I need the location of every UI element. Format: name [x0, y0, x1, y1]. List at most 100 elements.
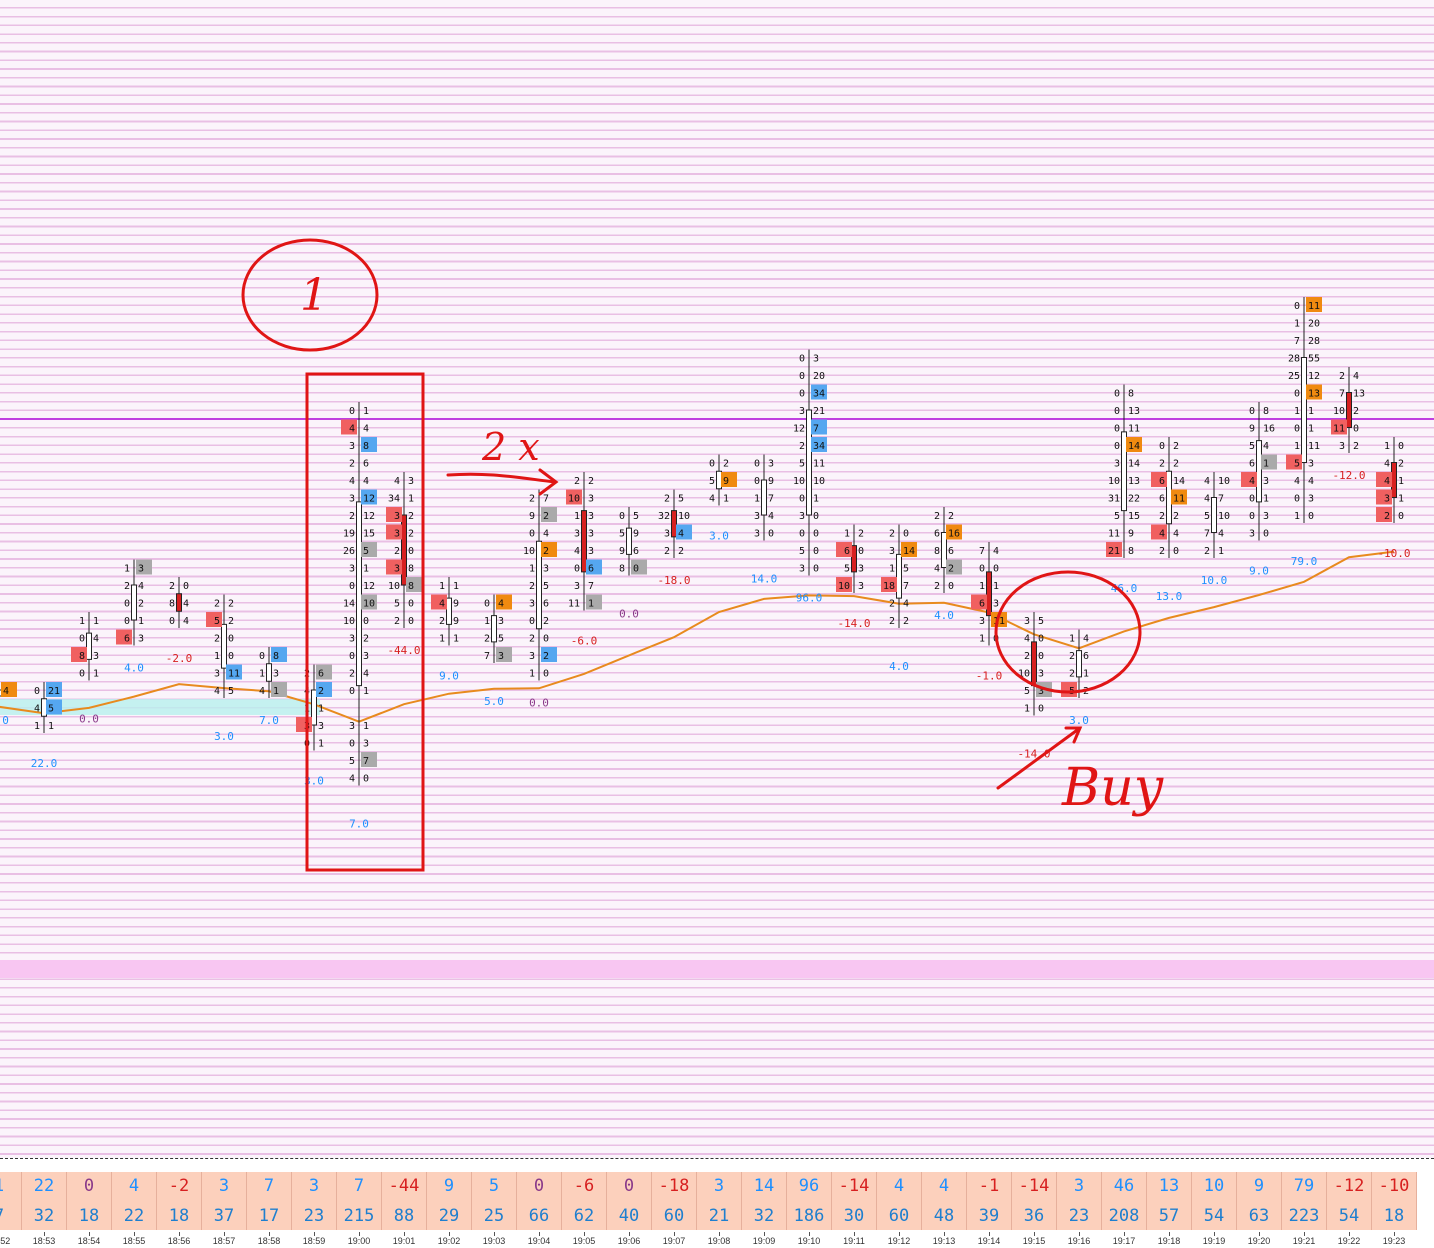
candle-body	[311, 689, 317, 726]
footprint-ask-value: 4	[363, 476, 369, 487]
footer-volume-value: 223	[1288, 1206, 1320, 1226]
time-axis-label: 19:21	[1292, 1236, 1316, 1246]
footprint-bid-value: 4	[1159, 529, 1165, 540]
time-axis-tick	[314, 1232, 315, 1236]
footprint-ask-value: 4	[1353, 371, 1359, 382]
footprint-ask-value: 3	[318, 721, 324, 732]
footer-volume-value: 66	[528, 1206, 550, 1226]
delta-label: -10.0	[1377, 547, 1410, 560]
footprint-ask-value: 0	[1398, 511, 1404, 522]
delta-label: 3.0	[304, 775, 324, 788]
footprint-ask-value: 0	[363, 774, 369, 785]
footprint-cell-highlight	[901, 542, 917, 557]
footprint-ask-value: 12	[363, 511, 375, 522]
footer-delta-value: 3	[308, 1176, 320, 1196]
annotation-buy-arrow	[996, 726, 1083, 790]
footprint-cell-highlight	[811, 419, 827, 435]
footprint-ask-value: 5	[363, 546, 369, 557]
time-axis-tick	[1169, 1232, 1170, 1236]
footer-delta-value: 46	[1113, 1176, 1135, 1196]
footprint-ask-value: 7	[543, 494, 549, 505]
footprint-bid-value: 8	[169, 599, 175, 610]
footprint-ask-value: 2	[228, 599, 234, 610]
time-axis-tick	[809, 1232, 810, 1236]
footprint-ask-value: 3	[498, 651, 504, 662]
footer-delta-value: -2	[168, 1176, 190, 1196]
footer-cell	[112, 1172, 157, 1230]
footprint-ask-value: 1	[408, 494, 414, 505]
footprint-bid-value: 4	[1204, 476, 1210, 487]
footprint-bid-value: 4	[34, 704, 40, 715]
footprint-ask-value: 15	[1128, 511, 1140, 522]
footprint-bid-value: 3	[799, 564, 805, 575]
candle-body	[536, 540, 542, 630]
footprint-ask-value: 1	[453, 581, 459, 592]
footprint-ask-value: 5	[498, 634, 504, 645]
footer-delta-value: 4	[938, 1176, 950, 1196]
footprint-bid-value: 7	[1339, 389, 1345, 400]
footprint-bid-value: 10	[568, 494, 580, 505]
time-axis-label: 19:12	[887, 1236, 911, 1246]
footprint-bid-value: 4	[394, 476, 400, 487]
delta-label: 0.0	[619, 608, 639, 621]
footprint-bid-value: 2	[1024, 651, 1030, 662]
time-axis-label: 19:16	[1067, 1236, 1091, 1246]
footprint-ask-value: 13	[1353, 389, 1365, 400]
footprint-bid-value: 3	[1384, 494, 1390, 505]
footprint-bid-value: 2	[574, 476, 580, 487]
delta-label: 22.0	[31, 757, 58, 770]
footprint-ask-value: 2	[723, 459, 729, 470]
footprint-cell-highlight	[541, 647, 557, 662]
footer-cell	[1282, 1172, 1327, 1230]
footprint-bid-value: 5	[349, 756, 355, 767]
footprint-bid-value: 3	[979, 616, 985, 627]
footprint-ask-value: 0	[363, 616, 369, 627]
candle: 4 104 75 107 42 1	[1204, 472, 1230, 558]
footprint-ask-value: 0	[1038, 704, 1044, 715]
footprint-bid-value: 1	[754, 494, 760, 505]
footer-volume-value: 208	[1108, 1206, 1140, 1226]
candle-body	[806, 409, 812, 516]
footprint-ask-value: 3	[543, 564, 549, 575]
footprint-ask-value: 1	[1263, 494, 1269, 505]
time-axis-label: 19:14	[977, 1236, 1001, 1246]
footprint-ask-value: 7	[903, 581, 909, 592]
time-axis-tick	[989, 1232, 990, 1236]
footprint-bid-value: 9	[529, 511, 535, 522]
time-axis-tick	[359, 1232, 360, 1236]
footprint-ask-value: 5	[1038, 616, 1044, 627]
delta-label: 3.0	[214, 730, 234, 743]
footprint-bid-value: 3	[349, 494, 355, 505]
footer-cell	[1192, 1172, 1237, 1230]
footprint-bid-value: 9	[619, 546, 625, 557]
footer-delta-value: 7	[263, 1176, 275, 1196]
footprint-bid-value: 18	[883, 581, 895, 592]
time-axis-label: 19:19	[1202, 1236, 1226, 1246]
footprint-ask-value: 15	[363, 529, 375, 540]
candle-body	[716, 470, 722, 490]
footprint-ask-value: 2	[678, 546, 684, 557]
footprint-ask-value: 11	[1128, 424, 1140, 435]
footprint-bid-value: 2	[529, 581, 535, 592]
footprint-ask-value: 0	[1353, 424, 1359, 435]
footprint-bid-value: 2	[214, 599, 220, 610]
footprint-bid-value: 3	[889, 546, 895, 557]
footprint-cell-highlight	[341, 419, 357, 435]
footprint-bid-value: 5	[1249, 441, 1255, 452]
time-axis-tick	[1394, 1232, 1395, 1236]
footprint-ask-value: 2	[408, 529, 414, 540]
footer-volume-value: 39	[978, 1206, 1000, 1226]
delta-label: -18.0	[657, 574, 690, 587]
footprint-bid-value: 31	[1108, 494, 1120, 505]
footprint-ask-value: 1	[363, 564, 369, 575]
footprint-bid-value: 2	[1159, 546, 1165, 557]
footprint-ask-value: 0	[813, 564, 819, 575]
footer-cell	[787, 1172, 832, 1230]
footer-volume-value: 32	[33, 1206, 55, 1226]
delta-label: 3.0	[709, 530, 729, 543]
delta-label: -12.0	[1332, 469, 1365, 482]
candle: 0 41 32 57 3	[484, 594, 512, 663]
footprint-ask-value: 0	[1173, 546, 1179, 557]
footer-cell	[202, 1172, 247, 1230]
